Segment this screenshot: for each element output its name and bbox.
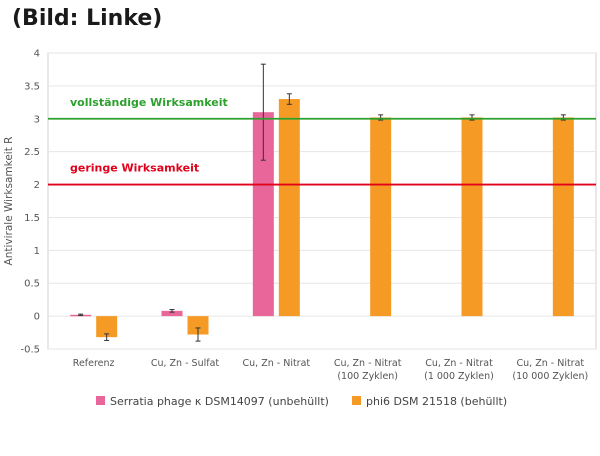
error-bar (104, 333, 110, 341)
x-category-label: Referenz (73, 358, 115, 369)
y-tick-label: 3.5 (24, 81, 40, 92)
x-category-label: Cu, Zn - Sulfat (151, 358, 220, 369)
x-category-label: Cu, Zn - Nitrat (243, 358, 311, 369)
bar-series2-cat1 (96, 316, 118, 338)
y-tick-label: 1.5 (24, 213, 40, 224)
full-efficacy-label: vollständige Wirksamkeit (70, 96, 228, 109)
y-tick-label: 0 (34, 312, 40, 323)
error-bar (286, 93, 292, 105)
bar-series2-cat5 (461, 117, 483, 317)
y-tick-label: -0.5 (20, 345, 40, 356)
bar-series1-cat3 (252, 112, 274, 317)
error-bar (169, 309, 175, 313)
y-tick-label: 2.5 (24, 147, 40, 158)
x-category-label: Cu, Zn - Nitrat (10 000 Zyklen) (512, 358, 588, 382)
legend-swatch (352, 396, 361, 405)
x-category-label: Cu, Zn - Nitrat (1 000 Zyklen) (424, 358, 494, 382)
legend-item: Serratia phage κ DSM14097 (unbehüllt) (96, 395, 329, 408)
bar-series2-cat6 (552, 117, 574, 317)
low-efficacy-label: geringe Wirksamkeit (70, 162, 199, 175)
y-tick-label: 4 (34, 49, 40, 60)
y-tick-label: 2 (34, 180, 40, 191)
y-tick-label: 1 (34, 246, 40, 257)
bar-series2-cat2 (187, 316, 209, 335)
error-bar (195, 327, 201, 342)
legend-swatch (96, 396, 105, 405)
legend-item: phi6 DSM 21518 (behüllt) (352, 395, 507, 408)
y-axis-title: Antivirale Wirksamkeit R (3, 137, 15, 266)
bar-series1-cat2 (161, 310, 183, 317)
error-bar (78, 313, 84, 316)
legend-label: phi6 DSM 21518 (behüllt) (366, 395, 507, 408)
bar-series2-cat4 (370, 117, 392, 317)
error-bar (260, 63, 266, 161)
bar-series2-cat3 (278, 99, 300, 317)
y-tick-label: 0.5 (24, 279, 40, 290)
legend-label: Serratia phage κ DSM14097 (unbehüllt) (110, 395, 329, 408)
y-tick-label: 3 (34, 114, 40, 125)
image-caption: (Bild: Linke) (12, 6, 163, 31)
x-category-label: Cu, Zn - Nitrat (100 Zyklen) (334, 358, 402, 382)
